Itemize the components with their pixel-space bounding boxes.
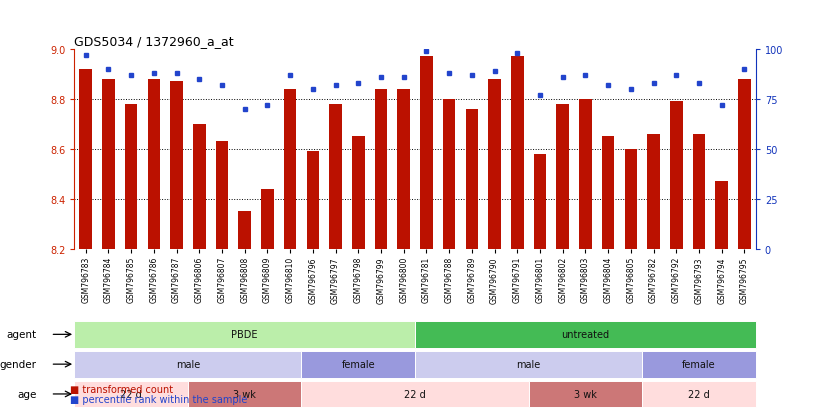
Bar bbox=[529, 381, 643, 407]
Bar bbox=[397, 90, 410, 249]
Text: 22 d: 22 d bbox=[404, 389, 426, 399]
Text: untreated: untreated bbox=[562, 330, 610, 339]
Bar bbox=[74, 351, 301, 377]
Text: female: female bbox=[341, 359, 375, 369]
Bar bbox=[188, 381, 301, 407]
Bar bbox=[352, 137, 364, 249]
Bar bbox=[306, 152, 319, 249]
Bar bbox=[301, 351, 415, 377]
Text: age: age bbox=[17, 389, 37, 399]
Bar bbox=[643, 381, 756, 407]
Bar bbox=[216, 142, 228, 249]
Bar bbox=[534, 154, 546, 249]
Text: female: female bbox=[682, 359, 716, 369]
Bar bbox=[443, 100, 455, 249]
Bar bbox=[79, 69, 92, 249]
Bar bbox=[466, 109, 478, 249]
Bar bbox=[170, 82, 183, 249]
Bar bbox=[670, 102, 682, 249]
Text: ■ percentile rank within the sample: ■ percentile rank within the sample bbox=[70, 394, 248, 404]
Text: 3 wk: 3 wk bbox=[574, 389, 597, 399]
Bar bbox=[602, 137, 615, 249]
Bar bbox=[193, 125, 206, 249]
Bar bbox=[301, 381, 529, 407]
Bar bbox=[261, 190, 273, 249]
Bar bbox=[648, 135, 660, 249]
Bar bbox=[715, 182, 728, 249]
Bar bbox=[624, 150, 637, 249]
Text: PBDE: PBDE bbox=[231, 330, 258, 339]
Bar bbox=[330, 104, 342, 249]
Text: 22 d: 22 d bbox=[688, 389, 710, 399]
Text: GDS5034 / 1372960_a_at: GDS5034 / 1372960_a_at bbox=[74, 35, 234, 47]
Bar bbox=[102, 80, 115, 249]
Bar bbox=[693, 135, 705, 249]
Bar bbox=[125, 104, 137, 249]
Bar bbox=[579, 100, 591, 249]
Bar bbox=[643, 351, 756, 377]
Bar bbox=[148, 80, 160, 249]
Text: 3 wk: 3 wk bbox=[233, 389, 256, 399]
Bar bbox=[511, 57, 524, 249]
Text: gender: gender bbox=[0, 359, 37, 369]
Text: male: male bbox=[176, 359, 200, 369]
Bar bbox=[557, 104, 569, 249]
Bar bbox=[74, 321, 415, 348]
Bar bbox=[415, 321, 756, 348]
Text: male: male bbox=[516, 359, 541, 369]
Text: 22 d: 22 d bbox=[121, 389, 142, 399]
Bar bbox=[488, 80, 501, 249]
Bar bbox=[375, 90, 387, 249]
Text: agent: agent bbox=[7, 330, 37, 339]
Bar bbox=[420, 57, 433, 249]
Bar bbox=[74, 381, 188, 407]
Text: ■ transformed count: ■ transformed count bbox=[70, 384, 173, 394]
Bar bbox=[415, 351, 643, 377]
Bar bbox=[738, 80, 751, 249]
Bar bbox=[239, 212, 251, 249]
Bar bbox=[284, 90, 297, 249]
